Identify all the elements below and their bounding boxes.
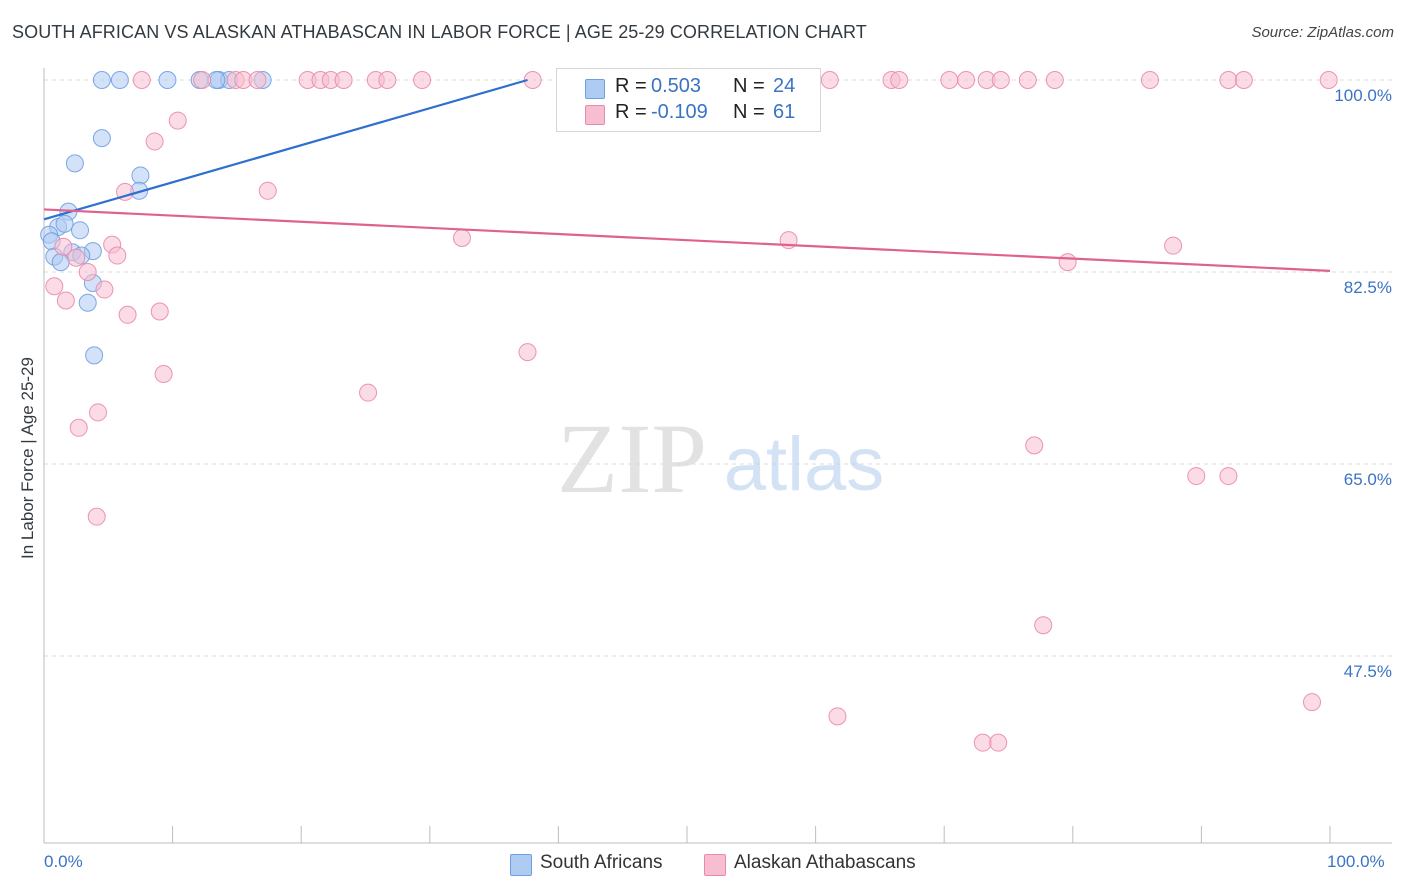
point-alaskan-athabascans [87, 507, 106, 526]
legend-r-value: 0.503 [651, 75, 702, 97]
y-tick-label: 82.5% [1343, 278, 1392, 297]
chart-title: SOUTH AFRICAN VS ALASKAN ATHABASCAN IN L… [12, 22, 867, 42]
point-alaskan-athabascans [118, 305, 137, 324]
source-label: Source: ZipAtlas.com [1251, 24, 1394, 41]
point-alaskan-athabascans [193, 71, 212, 89]
point-alaskan-athabascans [989, 733, 1008, 752]
point-alaskan-athabascans [67, 248, 86, 267]
point-alaskan-athabascans [1234, 71, 1253, 89]
trend-line-south-africans [43, 78, 528, 221]
legend-n-value: 24 [773, 75, 796, 97]
grid-lines [44, 79, 1392, 657]
legend-r-label: R = [615, 75, 647, 97]
point-alaskan-athabascans [334, 71, 353, 89]
point-alaskan-athabascans [1219, 467, 1238, 486]
point-south-africans [65, 154, 84, 173]
series-legend-label: Alaskan Athabascans [734, 852, 916, 873]
point-south-africans [55, 214, 74, 233]
point-alaskan-athabascans [1058, 253, 1077, 272]
point-alaskan-athabascans [1319, 71, 1338, 89]
point-alaskan-athabascans [248, 71, 267, 89]
point-alaskan-athabascans [820, 71, 839, 89]
legend-r-label: R = [615, 101, 647, 123]
series-legend-label: South Africans [540, 852, 663, 873]
point-alaskan-athabascans [145, 132, 164, 151]
point-south-africans [78, 293, 97, 312]
point-alaskan-athabascans [828, 707, 847, 726]
point-alaskan-athabascans [1187, 467, 1206, 486]
point-alaskan-athabascans [1302, 693, 1321, 712]
legend-swatch-south-africans [585, 79, 605, 99]
point-alaskan-athabascans [1219, 71, 1238, 89]
point-alaskan-athabascans [168, 111, 187, 130]
point-alaskan-athabascans [1140, 71, 1159, 89]
point-alaskan-athabascans [95, 280, 114, 299]
x-tick-label-max: 100.0% [1327, 852, 1385, 871]
trend-lines [43, 78, 1331, 273]
point-alaskan-athabascans [258, 181, 277, 200]
y-tick-label: 65.0% [1343, 470, 1392, 489]
point-alaskan-athabascans [991, 71, 1010, 89]
point-alaskan-athabascans [78, 263, 97, 281]
point-south-africans [85, 346, 104, 365]
y-tick-label: 47.5% [1343, 662, 1392, 681]
point-alaskan-athabascans [957, 71, 976, 89]
point-alaskan-athabascans [1018, 71, 1037, 89]
point-south-africans [131, 166, 150, 185]
point-alaskan-athabascans [518, 343, 537, 362]
correlation-legend: R = 0.503 N = 24 R = -0.109 N = 61 [556, 68, 821, 132]
point-alaskan-athabascans [45, 277, 64, 296]
point-alaskan-athabascans [132, 71, 151, 89]
legend-r-value: -0.109 [651, 101, 708, 123]
point-alaskan-athabascans [1025, 436, 1044, 455]
point-alaskan-athabascans [413, 71, 432, 89]
point-south-africans [51, 253, 70, 272]
legend-swatch-alaskan-athabascans [585, 105, 605, 125]
point-alaskan-athabascans [54, 237, 73, 256]
point-south-africans [92, 71, 111, 89]
point-south-africans [71, 221, 90, 240]
legend-n-label: N = [733, 101, 765, 123]
point-alaskan-athabascans [108, 246, 127, 265]
point-alaskan-athabascans [940, 71, 959, 89]
series-swatch-south-africans [510, 854, 532, 876]
x-tick-label-min: 0.0% [44, 852, 83, 871]
legend-row-south-africans: R = 0.503 N = 24 [557, 75, 820, 101]
point-alaskan-athabascans [154, 365, 173, 384]
point-alaskan-athabascans [69, 418, 88, 437]
point-alaskan-athabascans [452, 228, 471, 247]
point-alaskan-athabascans [890, 71, 909, 89]
point-alaskan-athabascans [89, 403, 108, 422]
watermark-zip: ZIP [557, 403, 707, 514]
legend-n-value: 61 [773, 101, 796, 123]
point-south-africans [110, 71, 129, 89]
point-alaskan-athabascans [56, 291, 75, 310]
series-swatch-alaskan-athabascans [704, 854, 726, 876]
point-alaskan-athabascans [150, 302, 169, 321]
watermark-atlas: atlas [724, 422, 885, 507]
axes [43, 68, 1392, 844]
point-alaskan-athabascans [973, 733, 992, 752]
point-alaskan-athabascans [378, 71, 397, 89]
point-south-africans [158, 71, 177, 89]
legend-n-label: N = [733, 75, 765, 97]
point-alaskan-athabascans [359, 383, 378, 402]
point-south-africans [92, 129, 111, 148]
point-alaskan-athabascans [1045, 71, 1064, 89]
trend-line-alaskan-athabascans [43, 208, 1331, 273]
point-alaskan-athabascans [1034, 616, 1053, 635]
point-alaskan-athabascans [1164, 236, 1183, 255]
legend-row-alaskan-athabascans: R = -0.109 N = 61 [557, 101, 820, 127]
y-tick-label: 100.0% [1334, 86, 1392, 105]
